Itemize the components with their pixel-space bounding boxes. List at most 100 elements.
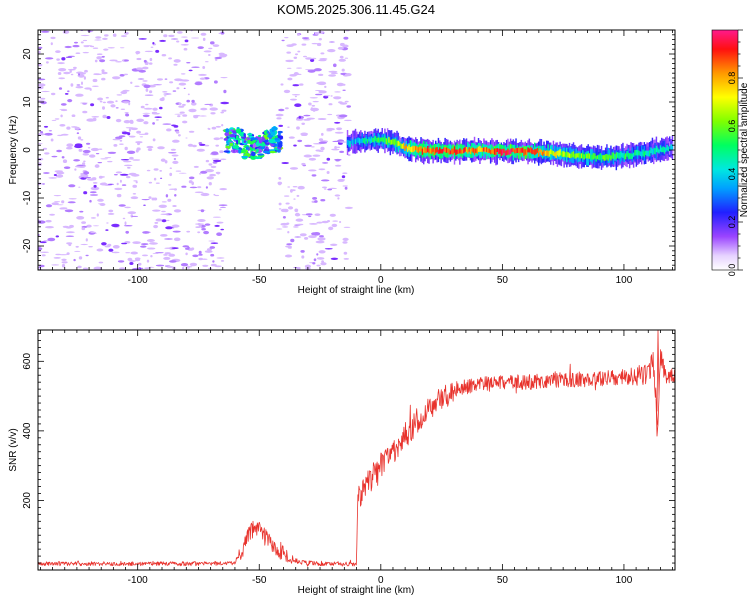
noise-blob — [192, 254, 199, 258]
noise-blob — [310, 107, 314, 111]
noise-blob — [169, 260, 177, 263]
noise-blob — [212, 260, 215, 263]
noise-blob — [305, 57, 313, 60]
noise-blob — [168, 34, 175, 38]
noise-blob — [161, 54, 167, 57]
noise-blob — [82, 162, 86, 166]
noise-blob — [130, 196, 139, 200]
burst-blob — [233, 128, 236, 131]
noise-blob — [140, 245, 147, 248]
noise-blob — [132, 184, 137, 188]
noise-blob — [294, 236, 302, 238]
signal-track-core — [485, 147, 488, 152]
noise-blob — [182, 114, 188, 117]
noise-blob — [164, 238, 173, 240]
signal-track-core — [590, 154, 592, 160]
noise-blob — [341, 68, 345, 72]
noise-blob — [330, 257, 339, 260]
spectrogram-marks — [38, 30, 674, 270]
burst-blob — [233, 149, 235, 153]
noise-blob — [176, 31, 183, 34]
noise-blob — [345, 73, 352, 77]
noise-blob — [79, 210, 84, 213]
signal-track-core — [441, 149, 444, 154]
noise-blob — [183, 87, 186, 89]
noise-blob — [143, 204, 146, 206]
noise-blob — [93, 184, 97, 188]
signal-track-core — [349, 141, 351, 148]
noise-blob — [87, 178, 95, 181]
noise-blob — [185, 247, 190, 250]
noise-blob — [89, 199, 92, 203]
noise-blob — [104, 157, 112, 159]
noise-blob — [50, 42, 53, 46]
noise-blob — [215, 144, 219, 147]
signal-track-core — [591, 154, 593, 160]
signal-track-core — [634, 150, 636, 156]
noise-blob — [169, 167, 172, 169]
signal-track-core — [628, 153, 631, 160]
noise-blob — [104, 245, 111, 248]
noise-blob — [188, 176, 195, 180]
noise-blob — [309, 97, 318, 99]
noise-blob — [136, 57, 142, 61]
noise-blob — [126, 176, 131, 179]
noise-blob — [89, 191, 97, 194]
noise-blob — [178, 105, 185, 108]
burst-blob — [251, 151, 256, 157]
noise-blob — [67, 55, 76, 57]
noise-blob — [344, 206, 353, 209]
burst-blob — [228, 131, 232, 135]
noise-blob — [102, 37, 108, 41]
noise-blob — [146, 239, 155, 242]
noise-blob — [159, 39, 167, 42]
signal-track-core — [500, 149, 503, 156]
noise-blob — [181, 79, 190, 82]
signal-track-core — [360, 138, 362, 144]
noise-blob — [74, 126, 80, 130]
noise-blob — [327, 188, 333, 191]
noise-blob — [220, 111, 224, 114]
signal-track-core — [461, 149, 464, 154]
noise-blob — [182, 266, 185, 270]
noise-blob — [173, 209, 182, 213]
noise-blob — [327, 113, 333, 116]
signal-track-core — [476, 147, 478, 154]
noise-blob — [338, 58, 346, 62]
signal-track-core — [388, 137, 390, 143]
signal-track-core — [362, 138, 365, 143]
noise-blob — [295, 218, 304, 222]
noise-blob — [115, 107, 119, 109]
signal-track-core — [376, 137, 378, 143]
noise-blob — [344, 100, 349, 103]
noise-blob — [105, 96, 109, 99]
signal-track-mid — [374, 136, 377, 147]
noise-blob — [43, 172, 50, 174]
burst-blob — [278, 132, 281, 136]
y-tick-label: -20 — [22, 238, 33, 253]
noise-blob — [321, 132, 324, 136]
noise-blob — [316, 253, 319, 256]
burst-blob — [226, 139, 229, 145]
noise-blob — [173, 125, 179, 128]
burst-blob — [250, 155, 257, 160]
noise-blob — [339, 55, 344, 59]
signal-track-core — [586, 154, 588, 159]
noise-blob — [120, 108, 126, 111]
noise-blob — [93, 225, 99, 227]
noise-blob — [169, 172, 173, 177]
noise-blob — [297, 33, 300, 36]
signal-track-core — [468, 147, 470, 152]
signal-track-core — [477, 146, 480, 152]
noise-blob — [102, 106, 105, 110]
noise-blob — [305, 69, 314, 71]
signal-track-core — [389, 139, 392, 145]
noise-blob — [99, 59, 106, 63]
noise-blob — [196, 148, 205, 152]
noise-blob — [188, 69, 193, 72]
noise-blob — [152, 122, 156, 125]
signal-track-core — [551, 150, 553, 155]
noise-blob — [74, 250, 81, 252]
noise-blob — [111, 251, 120, 254]
noise-blob — [69, 224, 74, 228]
